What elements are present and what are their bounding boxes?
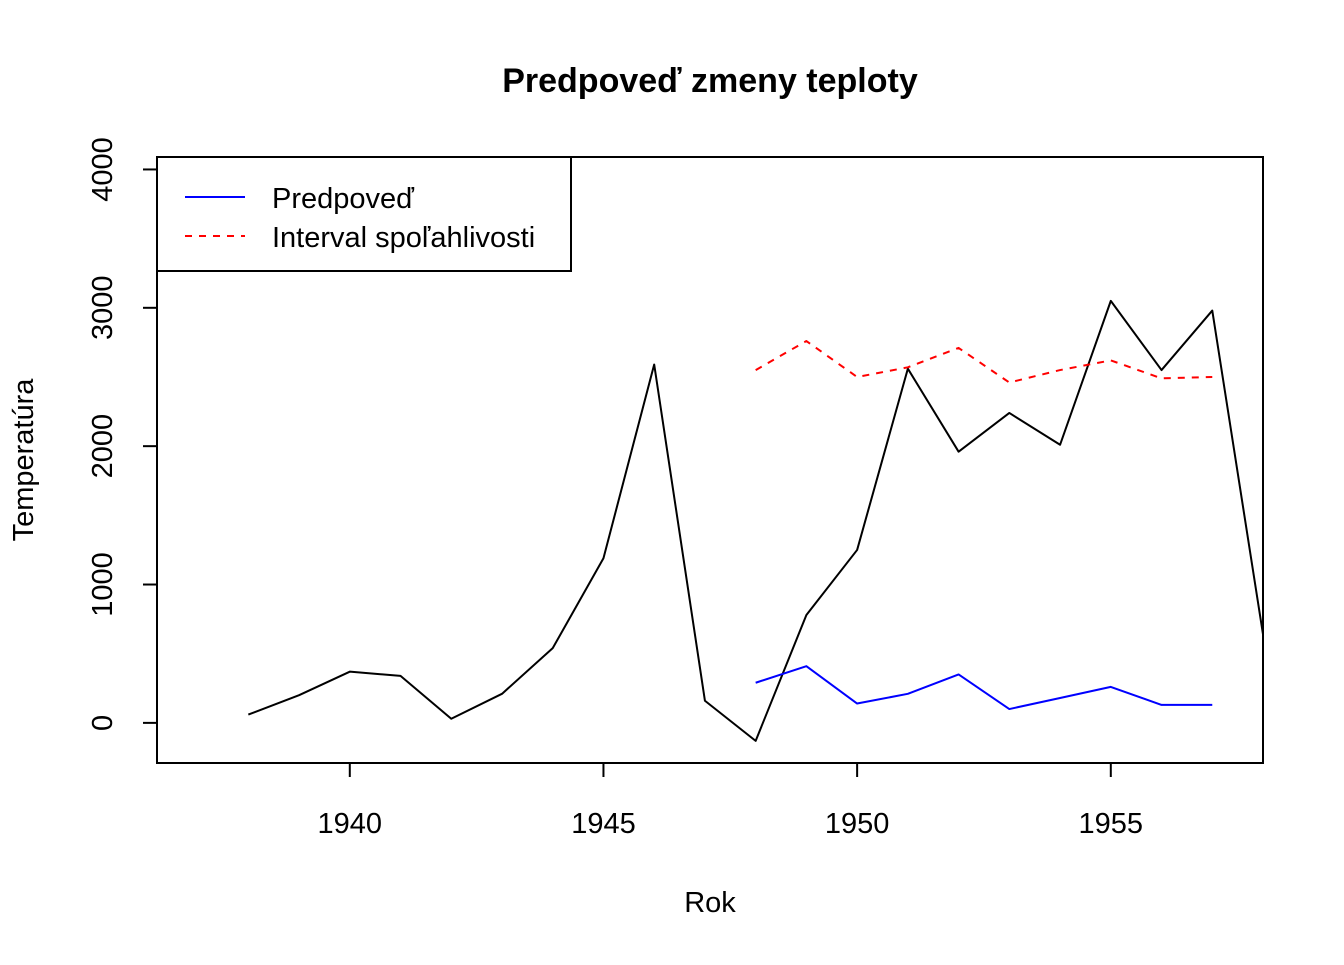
y-tick-label: 0 bbox=[87, 715, 119, 731]
series-line-forecast bbox=[755, 665, 1213, 711]
x-tick-label: 1950 bbox=[825, 808, 890, 840]
y-tick-label: 4000 bbox=[87, 137, 119, 202]
series-line-confidence bbox=[755, 340, 1213, 384]
x-tick-label: 1940 bbox=[318, 808, 383, 840]
legend-label-forecast: Predpoveď bbox=[272, 183, 415, 215]
legend: Predpoveď Interval spoľahlivosti bbox=[156, 156, 572, 272]
x-tick-label: 1945 bbox=[571, 808, 636, 840]
legend-box bbox=[156, 156, 572, 272]
series-layer bbox=[247, 299, 1262, 742]
x-tick-label: 1955 bbox=[1079, 808, 1144, 840]
legend-label-confidence: Interval spoľahlivosti bbox=[272, 222, 535, 254]
series-line-observed bbox=[247, 299, 1262, 742]
y-tick-label: 3000 bbox=[87, 276, 119, 341]
x-axis-label: Rok bbox=[684, 887, 736, 919]
y-axis-label: Temperatúra bbox=[8, 378, 40, 542]
x-axis: 1940 1945 1950 1955 bbox=[318, 762, 1144, 840]
chart-title: Predpoveď zmeny teploty bbox=[502, 62, 918, 100]
y-tick-label: 2000 bbox=[87, 414, 119, 479]
y-tick-label: 1000 bbox=[87, 552, 119, 617]
